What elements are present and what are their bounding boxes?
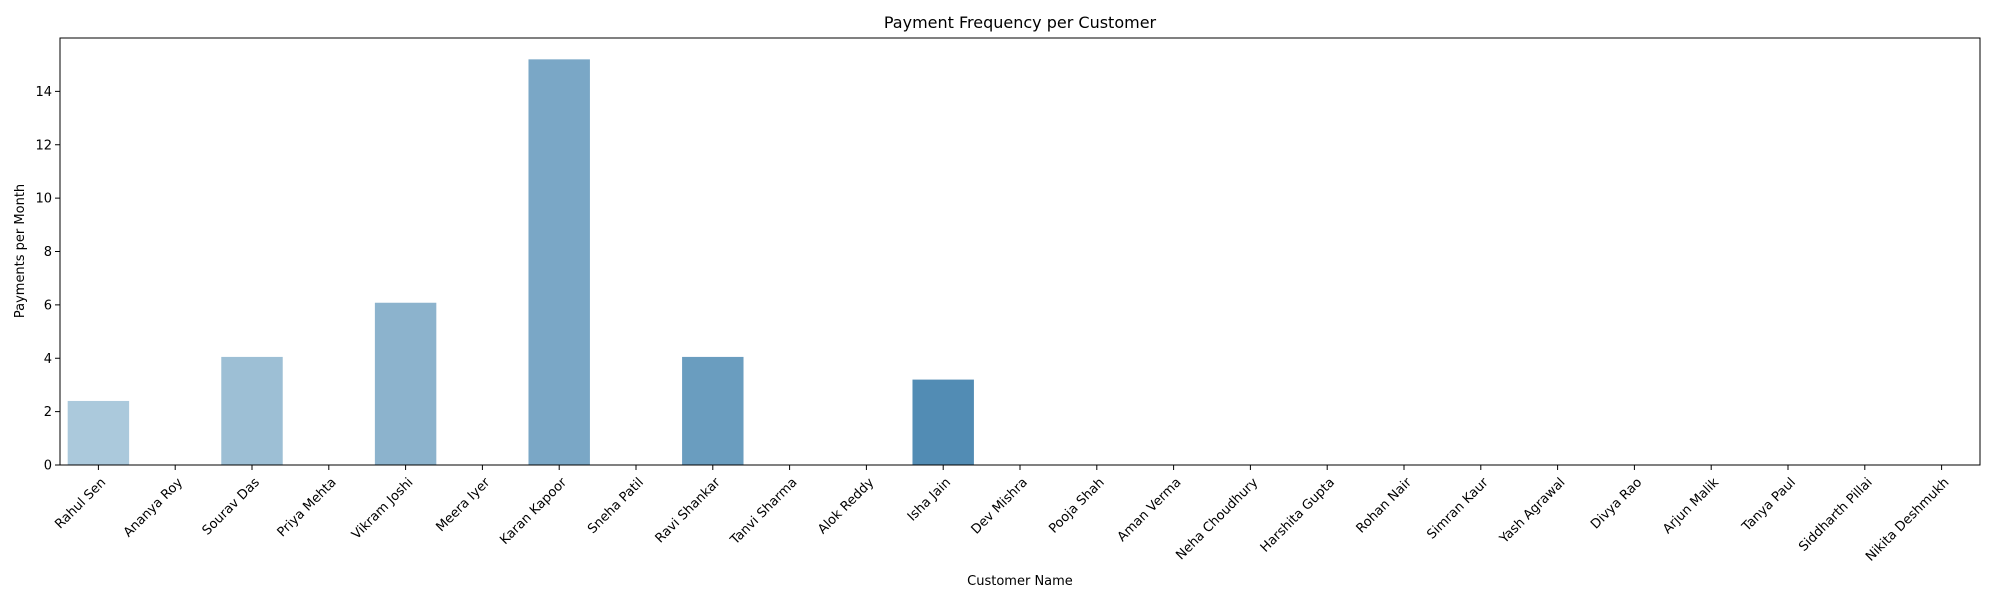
x-tick-label: Isha Jain	[905, 475, 954, 524]
bars-group	[67, 59, 974, 465]
y-tick-label: 4	[44, 352, 52, 367]
y-tick-label: 2	[44, 405, 52, 420]
bar	[67, 400, 130, 465]
bar	[374, 302, 437, 465]
x-tick-label: Rohan Nair	[1354, 475, 1416, 537]
y-tick-label: 6	[44, 298, 52, 313]
x-tick-label: Simran Kaur	[1424, 475, 1492, 543]
x-tick-label: Priya Mehta	[275, 475, 340, 540]
x-tick-label: Alok Reddy	[815, 475, 877, 537]
y-axis-ticks: 0 2 4 6 8 10 12 14	[35, 85, 60, 474]
x-tick-label: Pooja Shah	[1046, 475, 1107, 536]
x-tick-label: Sourav Das	[200, 475, 263, 538]
chart-title: Payment Frequency per Customer	[884, 13, 1157, 32]
x-tick-label: Aman Verma	[1115, 475, 1185, 545]
x-tick-label: Yash Agrawal	[1496, 475, 1568, 547]
bar	[682, 356, 744, 465]
x-tick-label: Tanya Paul	[1739, 475, 1799, 535]
y-tick-label: 14	[35, 85, 52, 100]
y-tick-label: 12	[35, 138, 52, 153]
x-tick-label: Meera Iyer	[433, 475, 493, 535]
bar	[528, 59, 590, 465]
x-tick-label: Ananya Roy	[121, 475, 186, 540]
x-tick-label: Rahul Sen	[52, 475, 109, 532]
x-tick-label: Dev Mishra	[969, 475, 1031, 537]
x-axis-ticks: Rahul Sen Ananya Roy Sourav Das Priya Mehta…	[52, 465, 1952, 565]
y-axis-label: Payments per Month	[13, 184, 28, 318]
x-tick-label: Arjun Malik	[1660, 475, 1722, 537]
x-tick-label: Sneha Patil	[585, 475, 647, 537]
y-tick-label: 8	[44, 245, 52, 260]
bar	[912, 379, 974, 465]
x-tick-label: Nikita Deshmukh	[1863, 475, 1952, 564]
plot-frame	[59, 37, 1981, 466]
x-tick-label: Siddharth Pillai	[1796, 475, 1875, 554]
y-tick-label: 0	[44, 459, 52, 474]
x-axis-label: Customer Name	[967, 574, 1073, 589]
x-tick-label: Harshita Gupta	[1258, 475, 1338, 555]
x-tick-label: Tanvi Sharma	[727, 475, 800, 548]
x-tick-label: Ravi Shankar	[653, 475, 724, 546]
y-tick-label: 10	[35, 192, 52, 207]
bar	[221, 356, 283, 465]
x-tick-label: Vikram Joshi	[349, 475, 416, 542]
x-tick-label: Divya Rao	[1588, 475, 1645, 532]
x-tick-label: Neha Choudhury	[1173, 475, 1261, 563]
x-tick-label: Karan Kapoor	[497, 475, 570, 548]
